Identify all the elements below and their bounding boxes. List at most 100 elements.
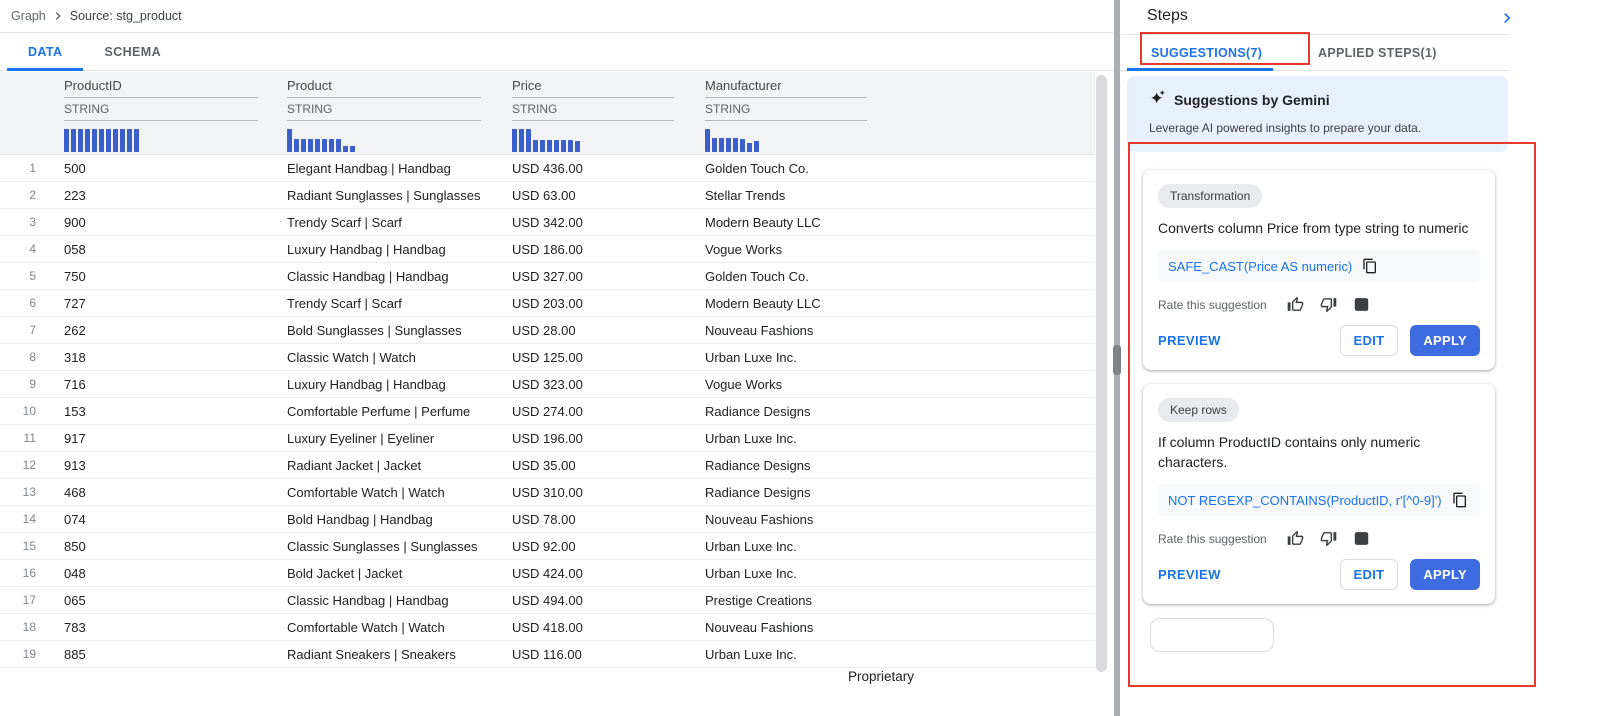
- thumbs-up-icon[interactable]: [1287, 530, 1304, 547]
- cell-manufacturer[interactable]: Radiance Designs: [705, 484, 811, 500]
- cell-productid[interactable]: 058: [64, 241, 86, 257]
- column-histogram[interactable]: [512, 129, 674, 152]
- vertical-scrollbar[interactable]: [1096, 75, 1107, 672]
- cell-productid[interactable]: 223: [64, 187, 86, 203]
- cell-price[interactable]: USD 424.00: [512, 565, 583, 581]
- cell-product[interactable]: Bold Handbag | Handbag: [287, 511, 433, 527]
- cell-price[interactable]: USD 116.00: [512, 646, 582, 662]
- cell-product[interactable]: Bold Jacket | Jacket: [287, 565, 403, 581]
- cell-productid[interactable]: 716: [64, 376, 86, 392]
- cell-productid[interactable]: 074: [64, 511, 86, 527]
- cell-productid[interactable]: 468: [64, 484, 86, 500]
- cell-price[interactable]: USD 342.00: [512, 214, 583, 230]
- breadcrumb-source[interactable]: Source: stg_product: [69, 9, 182, 23]
- cell-productid[interactable]: 783: [64, 619, 86, 635]
- tab-suggestions[interactable]: SUGGESTIONS(7): [1151, 45, 1263, 60]
- expand-panel-icon[interactable]: [1497, 8, 1517, 28]
- cell-manufacturer[interactable]: Urban Luxe Inc.: [705, 349, 797, 365]
- cell-manufacturer[interactable]: Modern Beauty LLC: [705, 295, 821, 311]
- table-row[interactable]: 3 900 Trendy Scarf | Scarf USD 342.00 Modern…: [0, 209, 1095, 236]
- column-histogram[interactable]: [705, 129, 867, 152]
- cell-price[interactable]: USD 203.00: [512, 295, 583, 311]
- cell-productid[interactable]: 048: [64, 565, 86, 581]
- cell-manufacturer[interactable]: Radiance Designs: [705, 457, 811, 473]
- cell-manufacturer[interactable]: Radiance Designs: [705, 403, 811, 419]
- cell-product[interactable]: Trendy Scarf | Scarf: [287, 214, 402, 230]
- preview-button[interactable]: PREVIEW: [1158, 567, 1221, 582]
- apply-button[interactable]: APPLY: [1410, 325, 1480, 356]
- cell-manufacturer[interactable]: Urban Luxe Inc.: [705, 565, 797, 581]
- cell-price[interactable]: USD 125.00: [512, 349, 583, 365]
- cell-manufacturer[interactable]: Urban Luxe Inc.: [705, 430, 797, 446]
- cell-price[interactable]: USD 28.00: [512, 322, 576, 338]
- splitter-drag-handle[interactable]: [1113, 345, 1121, 375]
- cell-product[interactable]: Comfortable Watch | Watch: [287, 484, 445, 500]
- cell-product[interactable]: Classic Handbag | Handbag: [287, 268, 449, 284]
- cell-productid[interactable]: 065: [64, 592, 86, 608]
- cell-productid[interactable]: 318: [64, 349, 86, 365]
- table-row[interactable]: 1 500 Elegant Handbag | Handbag USD 436.00 G…: [0, 155, 1095, 182]
- cell-manufacturer[interactable]: Nouveau Fashions: [705, 619, 814, 635]
- cell-manufacturer[interactable]: Golden Touch Co.: [705, 160, 809, 176]
- table-row[interactable]: 8 318 Classic Watch | Watch USD 125.00 Urban…: [0, 344, 1095, 371]
- table-row[interactable]: 19 885 Radiant Sneakers | Sneakers USD 116.…: [0, 641, 1095, 668]
- cell-manufacturer[interactable]: Nouveau Fashions: [705, 322, 814, 338]
- tab-applied-steps[interactable]: APPLIED STEPS(1): [1318, 45, 1437, 60]
- cell-product[interactable]: Radiant Jacket | Jacket: [287, 457, 422, 473]
- column-header-product[interactable]: Product STRING: [287, 78, 481, 152]
- table-row[interactable]: 13 468 Comfortable Watch | Watch USD 310.00…: [0, 479, 1095, 506]
- cell-product[interactable]: Radiant Sneakers | Sneakers: [287, 646, 456, 662]
- cell-price[interactable]: USD 327.00: [512, 268, 583, 284]
- cell-product[interactable]: Bold Sunglasses | Sunglasses: [287, 322, 462, 338]
- tab-schema[interactable]: SCHEMA: [104, 44, 162, 59]
- cell-manufacturer[interactable]: Vogue Works: [705, 376, 783, 392]
- cell-productid[interactable]: 900: [64, 214, 86, 230]
- edit-button[interactable]: EDIT: [1339, 325, 1399, 356]
- cell-price[interactable]: USD 35.00: [512, 457, 576, 473]
- cell-product[interactable]: Luxury Handbag | Handbag: [287, 376, 446, 392]
- cell-productid[interactable]: 885: [64, 646, 86, 662]
- cell-price[interactable]: USD 78.00: [512, 511, 576, 527]
- cell-productid[interactable]: 750: [64, 268, 86, 284]
- feedback-icon[interactable]: [1353, 530, 1370, 547]
- cell-manufacturer[interactable]: Urban Luxe Inc.: [705, 538, 797, 554]
- column-header-manufacturer[interactable]: Manufacturer STRING: [705, 78, 867, 152]
- cell-product[interactable]: Classic Watch | Watch: [287, 349, 416, 365]
- table-row[interactable]: 12 913 Radiant Jacket | Jacket USD 35.00 Rad…: [0, 452, 1095, 479]
- table-row[interactable]: 9 716 Luxury Handbag | Handbag USD 323.00 Vo…: [0, 371, 1095, 398]
- cell-price[interactable]: USD 196.00: [512, 430, 583, 446]
- cell-price[interactable]: USD 274.00: [512, 403, 583, 419]
- breadcrumb-graph-link[interactable]: Graph: [11, 9, 46, 23]
- table-row[interactable]: 10 153 Comfortable Perfume | Perfume USD 27…: [0, 398, 1095, 425]
- table-row[interactable]: 5 750 Classic Handbag | Handbag USD 327.00 G…: [0, 263, 1095, 290]
- thumbs-down-icon[interactable]: [1320, 530, 1337, 547]
- cell-productid[interactable]: 850: [64, 538, 86, 554]
- cell-price[interactable]: USD 323.00: [512, 376, 583, 392]
- cell-productid[interactable]: 262: [64, 322, 86, 338]
- cell-product[interactable]: Elegant Handbag | Handbag: [287, 160, 451, 176]
- cell-product[interactable]: Luxury Eyeliner | Eyeliner: [287, 430, 435, 446]
- cell-productid[interactable]: 727: [64, 295, 86, 311]
- table-row[interactable]: 2 223 Radiant Sunglasses | Sunglasses USD 6…: [0, 182, 1095, 209]
- preview-button[interactable]: PREVIEW: [1158, 333, 1221, 348]
- column-histogram[interactable]: [64, 129, 258, 152]
- tab-data[interactable]: DATA: [7, 33, 84, 71]
- cell-product[interactable]: Luxury Handbag | Handbag: [287, 241, 446, 257]
- cell-productid[interactable]: 913: [64, 457, 86, 473]
- cell-product[interactable]: Comfortable Perfume | Perfume: [287, 403, 471, 419]
- table-row[interactable]: 16 048 Bold Jacket | Jacket USD 424.00 Urban…: [0, 560, 1095, 587]
- column-header-productid[interactable]: ProductID STRING: [64, 78, 258, 152]
- copy-icon[interactable]: [1452, 492, 1468, 508]
- cell-manufacturer[interactable]: Stellar Trends: [705, 187, 786, 203]
- cell-product[interactable]: Radiant Sunglasses | Sunglasses: [287, 187, 481, 203]
- cell-manufacturer[interactable]: Modern Beauty LLC: [705, 214, 821, 230]
- edit-button[interactable]: EDIT: [1339, 559, 1399, 590]
- table-row[interactable]: 14 074 Bold Handbag | Handbag USD 78.00 Nouv…: [0, 506, 1095, 533]
- cell-price[interactable]: USD 436.00: [512, 160, 583, 176]
- cell-manufacturer[interactable]: Nouveau Fashions: [705, 511, 814, 527]
- column-header-price[interactable]: Price STRING: [512, 78, 674, 152]
- cell-price[interactable]: USD 494.00: [512, 592, 583, 608]
- cell-manufacturer[interactable]: Urban Luxe Inc.: [705, 646, 797, 662]
- cell-price[interactable]: USD 92.00: [512, 538, 576, 554]
- cell-productid[interactable]: 917: [64, 430, 86, 446]
